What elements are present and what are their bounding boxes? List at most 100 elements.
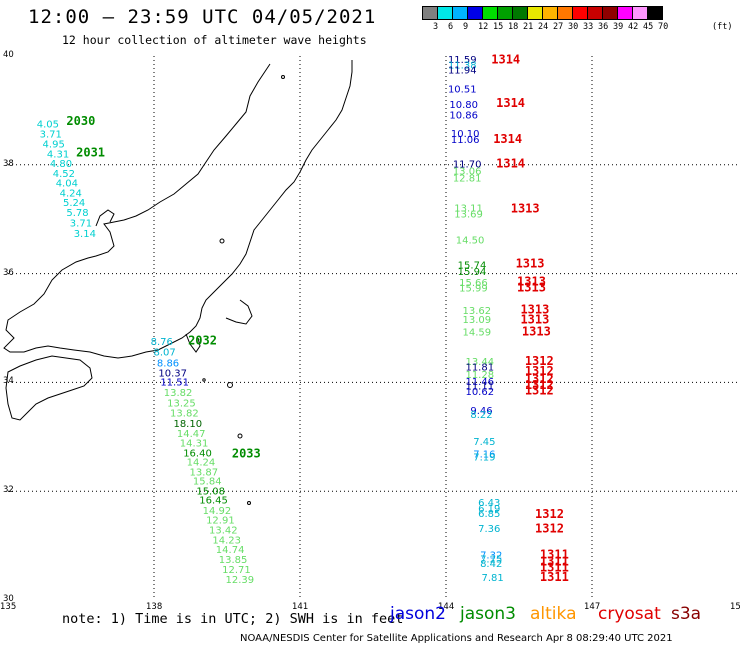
wave-height-value: 13.62 xyxy=(463,306,492,317)
pass-number-label: 1314 xyxy=(496,96,525,110)
color-scale-tick: 9 xyxy=(463,22,469,32)
pass-number-label: 1314 xyxy=(493,132,522,146)
wave-height-value: 11.70 xyxy=(453,160,482,171)
color-scale-tick: 12 xyxy=(478,22,489,32)
longitude-label: 138 xyxy=(146,602,163,612)
pass-number-label: 2030 xyxy=(66,114,95,128)
latitude-label: 30 xyxy=(3,594,14,604)
wave-height-value: 7.25 xyxy=(480,554,502,565)
wave-height-value: 7.19 xyxy=(473,453,495,464)
island xyxy=(247,501,251,505)
wave-height-value: 15.94 xyxy=(458,267,487,278)
satellite-legend-jason3: jason3 xyxy=(460,604,516,624)
pass-number-label: 1311 xyxy=(540,555,569,569)
wave-height-value: 7.32 xyxy=(480,551,502,562)
color-scale-boxes xyxy=(422,5,663,24)
wave-height-value: 7.16 xyxy=(473,449,495,460)
pass-number-label: 2032 xyxy=(188,333,217,347)
wave-height-value: 3.71 xyxy=(70,218,92,229)
pass-number-label: 1312 xyxy=(525,378,554,392)
wave-height-value: 5.78 xyxy=(66,208,88,219)
wave-height-value: 4.05 xyxy=(37,119,59,130)
wave-height-value: 14.23 xyxy=(212,535,241,546)
color-scale-swatch xyxy=(527,6,543,20)
pass-number-label: 1313 xyxy=(517,281,546,295)
satellite-legend-s3a: s3a xyxy=(671,604,702,624)
wave-height-value: 4.04 xyxy=(56,179,78,190)
wave-height-value: 11.51 xyxy=(160,378,189,389)
wave-height-value: 14.59 xyxy=(463,328,492,339)
color-scale-swatch xyxy=(647,6,663,20)
color-scale-tick: 36 xyxy=(598,22,609,32)
wave-height-value: 18.10 xyxy=(173,419,202,430)
wave-height-value: 14.50 xyxy=(456,236,485,247)
page-subtitle: 12 hour collection of altimeter wave hei… xyxy=(62,33,367,47)
wave-height-value: 3.14 xyxy=(74,229,96,240)
wave-height-value: 6.85 xyxy=(478,509,500,520)
izu-peninsula xyxy=(185,333,201,353)
pass-number-label: 1311 xyxy=(540,561,569,575)
color-scale-swatch xyxy=(617,6,633,20)
color-scale-swatch xyxy=(452,6,468,20)
pass-number-label: 1311 xyxy=(540,570,569,584)
wave-height-value: 13.85 xyxy=(219,555,248,566)
island xyxy=(237,433,243,439)
credit-line: NOAA/NESDIS Center for Satellite Applica… xyxy=(240,633,673,644)
pass-number-label: 1311 xyxy=(540,548,569,562)
wave-height-value: 13.09 xyxy=(463,315,492,326)
wave-height-value: 4.52 xyxy=(53,169,75,180)
wave-height-value: 14.47 xyxy=(177,429,206,440)
wave-height-value: 13.87 xyxy=(190,467,219,478)
color-scale-swatch xyxy=(542,6,558,20)
wave-height-value: 10.37 xyxy=(158,368,187,379)
color-scale-swatch xyxy=(512,6,528,20)
satellite-legend-altika: altika xyxy=(530,604,577,624)
japan-coastline xyxy=(3,60,353,505)
color-scale-tick: 42 xyxy=(628,22,639,32)
color-scale-tick: 6 xyxy=(448,22,454,32)
wave-height-value: 16.45 xyxy=(199,496,228,507)
wave-height-value: 15.08 xyxy=(196,486,225,497)
color-scale-tick: 27 xyxy=(553,22,564,32)
color-scale-tick: 15 xyxy=(493,22,504,32)
wave-height-value: 13.11 xyxy=(454,204,483,215)
wave-height-value: 4.24 xyxy=(60,188,82,199)
wave-height-value: 5.24 xyxy=(63,198,85,209)
pass-number-label: 1313 xyxy=(516,257,545,271)
wave-height-value: 10.80 xyxy=(449,100,478,111)
color-scale-tick: 30 xyxy=(568,22,579,32)
wave-height-value: 3.71 xyxy=(40,130,62,141)
color-scale-swatch xyxy=(602,6,618,20)
wave-height-value: 11.38 xyxy=(448,61,477,72)
wave-height-value: 14.74 xyxy=(216,545,245,556)
wave-height-value: 11.81 xyxy=(465,362,494,373)
wave-height-value: 15.84 xyxy=(193,477,222,488)
wave-height-value: 13.44 xyxy=(465,357,494,368)
color-scale-swatch xyxy=(422,6,438,20)
color-scale-tick: 18 xyxy=(508,22,519,32)
wave-height-value: 12.71 xyxy=(222,565,251,576)
boso-peninsula xyxy=(225,299,253,325)
pass-number-label: 2031 xyxy=(76,146,105,160)
pass-number-label: 1312 xyxy=(535,507,564,521)
wave-height-value: 6.19 xyxy=(478,504,500,515)
satellite-legend-jason2: jason2 xyxy=(390,604,446,624)
color-scale-tick: 45 xyxy=(643,22,654,32)
pass-labels: 2030203120322033131413141314131413131313… xyxy=(66,53,568,584)
wave-height-value: 9.46 xyxy=(470,406,492,417)
color-scale-swatch xyxy=(437,6,453,20)
color-scale-tick: 39 xyxy=(613,22,624,32)
page-title: 12:00 – 23:59 UTC 04/05/2021 xyxy=(28,6,377,28)
color-scale-tick: 33 xyxy=(583,22,594,32)
wave-height-value: 13.25 xyxy=(167,398,196,409)
color-scale-tick: 21 xyxy=(523,22,534,32)
noto-peninsula xyxy=(95,209,115,227)
wave-height-value: 10.10 xyxy=(451,129,480,140)
pass-number-label: 1313 xyxy=(517,275,546,289)
island xyxy=(227,382,233,388)
pass-number-label: 1313 xyxy=(511,202,540,216)
wave-height-value: 11.94 xyxy=(448,65,477,76)
pass-number-label: 1312 xyxy=(525,364,554,378)
